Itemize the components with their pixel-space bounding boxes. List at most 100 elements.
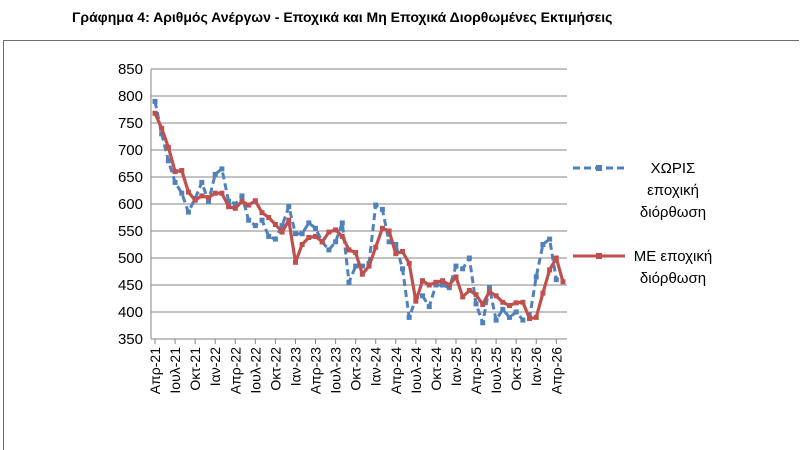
data-point [547,236,553,242]
data-point [326,247,332,253]
x-tick-label: Απρ-25 [468,347,484,394]
x-tick-label: Ιουλ-25 [488,347,504,394]
data-point [406,260,412,266]
y-axis: 350 400 450 500 550 600 650 700 750 800 850 [118,61,152,348]
data-point [446,282,452,288]
legend-marker-1 [596,165,602,171]
data-point [446,285,452,291]
data-point [486,285,492,291]
data-point [259,217,265,223]
data-point [399,249,405,255]
data-point [393,242,399,247]
x-tick-label: Οκτ-21 [187,347,203,391]
data-point [299,242,305,247]
data-point [366,263,372,269]
data-point [226,198,232,204]
data-point [279,223,285,229]
data-point [219,190,225,196]
series-line-2 [153,112,565,321]
data-point [547,267,553,273]
y-tick-label: 650 [118,169,143,186]
x-tick-label: Ιουλ-21 [167,347,183,394]
data-point [346,247,352,253]
data-point [306,234,312,240]
data-point [239,198,245,204]
x-tick-label: Απρ-22 [227,347,243,394]
y-tick-label: 700 [118,142,143,159]
data-point [152,98,158,104]
data-point [420,278,426,284]
x-tick-label: Ιουλ-24 [408,347,424,394]
data-point [453,274,459,280]
data-point [333,227,339,233]
data-point [232,205,238,211]
data-point [206,198,212,204]
y-tick-label: 500 [118,250,143,267]
data-point [299,231,305,237]
x-tick-label: Οκτ-25 [508,347,524,391]
data-point [379,206,385,212]
data-point [493,293,499,299]
data-point [172,179,178,185]
data-point [500,306,506,312]
y-tick-label: 450 [118,277,143,294]
data-point [192,197,198,203]
data-point [466,255,472,261]
data-point [339,220,345,226]
data-point [346,279,352,285]
x-axis: Απρ-21 Ιουλ-21 Οκτ-21 Ιαν-22 Απρ-22 Ιουλ-22 Οκ… [147,338,567,394]
data-point [486,288,492,294]
data-point [313,233,319,239]
data-point [493,317,499,323]
x-tick-label: Ιαν-22 [207,347,223,386]
x-tick-label: Απρ-21 [147,347,163,394]
data-point [426,282,432,288]
data-point [185,209,191,215]
data-point [212,190,218,196]
legend-marker-2 [596,253,602,259]
data-point [413,298,419,304]
data-point [527,315,533,321]
data-point [286,204,292,210]
data-point [520,317,526,323]
data-point [199,193,205,199]
data-point [199,179,205,185]
data-point [206,195,212,201]
data-point [359,271,365,277]
data-point [279,229,285,235]
y-tick-label: 350 [118,331,143,348]
data-point [333,239,339,245]
data-point [292,259,298,265]
data-point [480,320,486,326]
x-tick-label: Ιουλ-22 [247,347,263,394]
data-point [386,239,392,245]
data-point [272,236,278,242]
data-point [326,229,332,235]
y-tick-label: 850 [118,61,143,78]
x-tick-label: Ιαν-23 [287,347,303,386]
gridlines [151,68,567,340]
data-point [373,202,379,208]
data-point [152,110,158,116]
x-tick-label: Οκτ-23 [348,347,364,391]
chart-frame [3,40,799,450]
data-point [513,300,519,306]
data-point [286,217,292,223]
data-point [292,231,298,237]
data-point [165,144,171,150]
data-point [540,242,546,247]
data-point [272,222,278,228]
data-point [259,210,265,216]
y-tick-label: 800 [118,88,143,105]
data-point [379,225,385,231]
x-tick-label: Ιαν-24 [368,347,384,386]
data-point [313,225,319,231]
data-point [466,287,472,293]
data-point [246,217,252,223]
data-point [179,190,185,196]
data-point [480,301,486,307]
data-point [172,169,178,175]
data-point [266,215,272,220]
x-tick-label: Ιαν-26 [528,347,544,386]
